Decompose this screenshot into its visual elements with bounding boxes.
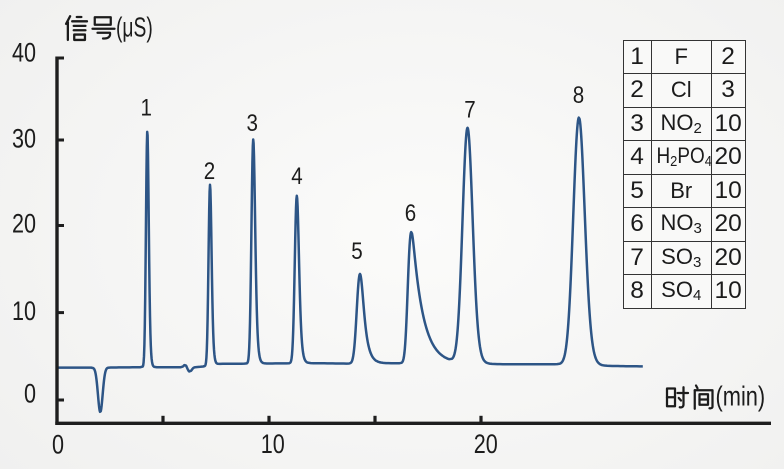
svg-text:20: 20 bbox=[12, 209, 36, 239]
svg-text:10: 10 bbox=[12, 297, 36, 327]
svg-text:3: 3 bbox=[246, 109, 257, 136]
svg-text:2: 2 bbox=[204, 157, 215, 184]
svg-text:1: 1 bbox=[140, 94, 151, 121]
svg-text:(min): (min) bbox=[716, 381, 766, 412]
svg-text:8: 8 bbox=[573, 81, 584, 108]
svg-text:5: 5 bbox=[351, 237, 362, 264]
svg-text:40: 40 bbox=[12, 38, 36, 68]
svg-text:10: 10 bbox=[261, 430, 285, 460]
svg-text:30: 30 bbox=[12, 124, 36, 154]
svg-text:0: 0 bbox=[52, 430, 64, 460]
svg-text:0: 0 bbox=[24, 379, 36, 409]
svg-text:6: 6 bbox=[405, 199, 416, 226]
svg-text:20: 20 bbox=[474, 430, 498, 460]
svg-text:7: 7 bbox=[464, 96, 475, 123]
svg-text:(μS): (μS) bbox=[116, 13, 153, 43]
svg-text:4: 4 bbox=[291, 162, 302, 189]
